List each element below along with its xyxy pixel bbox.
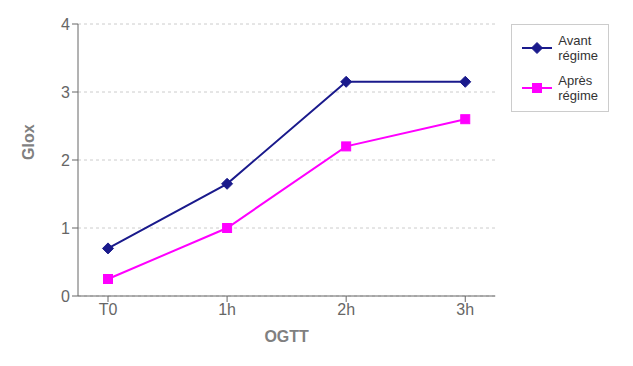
svg-text:1h: 1h xyxy=(218,301,236,318)
svg-text:2h: 2h xyxy=(337,301,355,318)
svg-text:2: 2 xyxy=(61,152,70,169)
svg-text:0: 0 xyxy=(61,288,70,305)
svg-text:3h: 3h xyxy=(456,301,474,318)
html-text:Après régime: Après régime xyxy=(558,73,598,103)
svg-text:Glox: Glox xyxy=(20,124,37,160)
svg-text:3: 3 xyxy=(61,84,70,101)
svg-text:OGTT: OGTT xyxy=(264,328,309,345)
svg-text:T0: T0 xyxy=(99,301,118,318)
svg-text:4: 4 xyxy=(61,16,70,33)
html-text:Avant régime: Avant régime xyxy=(558,33,598,63)
svg-text:1: 1 xyxy=(61,220,70,237)
